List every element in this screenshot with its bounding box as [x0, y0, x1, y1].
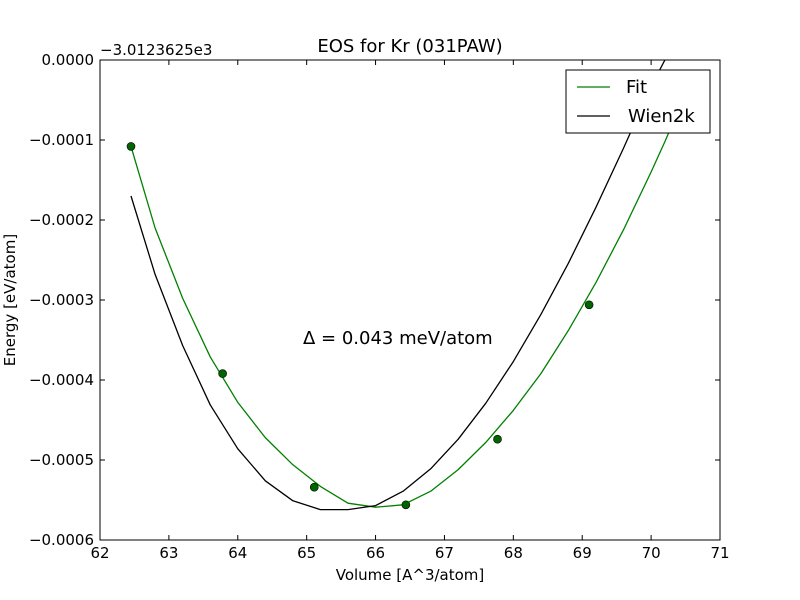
x-tick-label: 67: [435, 544, 454, 562]
x-tick-label: 64: [228, 544, 247, 562]
y-tick-label: −0.0003: [29, 291, 94, 309]
data-point: [218, 369, 227, 378]
series-line-wien2k: [130, 60, 666, 511]
chart-title: EOS for Kr (031PAW): [317, 36, 502, 57]
ticks-layer: 62 63 64 65 66 67 68 69 70 71 0.0000 −0.0001 −0.0002…: [29, 51, 730, 562]
data-point: [309, 482, 319, 492]
series-layer: [126, 60, 687, 511]
plot-area: [100, 60, 720, 540]
data-point: [401, 500, 411, 510]
y-tick-label: −0.0001: [29, 131, 94, 149]
y-axis-title: Energy [eV/atom]: [1, 234, 19, 366]
data-point: [126, 142, 136, 151]
x-tick-label: 66: [366, 544, 385, 562]
x-axis-title: Volume [A^3/atom]: [336, 566, 485, 584]
y-tick-label: −0.0006: [29, 531, 94, 549]
y-tick-label: −0.0005: [29, 451, 94, 469]
series-line-fit: [130, 91, 687, 508]
x-tick-label: 63: [159, 544, 178, 562]
data-point: [584, 300, 594, 310]
x-tick-label: 69: [573, 544, 592, 562]
x-tick-label: 68: [504, 544, 523, 562]
x-tick-label: 65: [297, 544, 316, 562]
y-tick-label: −0.0004: [29, 371, 94, 389]
legend-label-wien2k: Wien2k: [628, 106, 695, 127]
x-tick-label: 71: [710, 544, 729, 562]
x-tick-label: 70: [642, 544, 661, 562]
x-tick-label: 62: [90, 544, 109, 562]
y-tick-label: −0.0002: [29, 211, 94, 229]
legend: Fit Wien2k: [565, 69, 711, 134]
y-offset-label: −3.0123625e3: [100, 41, 212, 59]
y-tick-label: 0.0000: [42, 51, 95, 69]
legend-label-fit: Fit: [626, 77, 647, 98]
data-point: [493, 434, 502, 444]
delta-annotation: Δ = 0.043 meV/atom: [303, 328, 493, 349]
legend-box: [565, 69, 711, 134]
